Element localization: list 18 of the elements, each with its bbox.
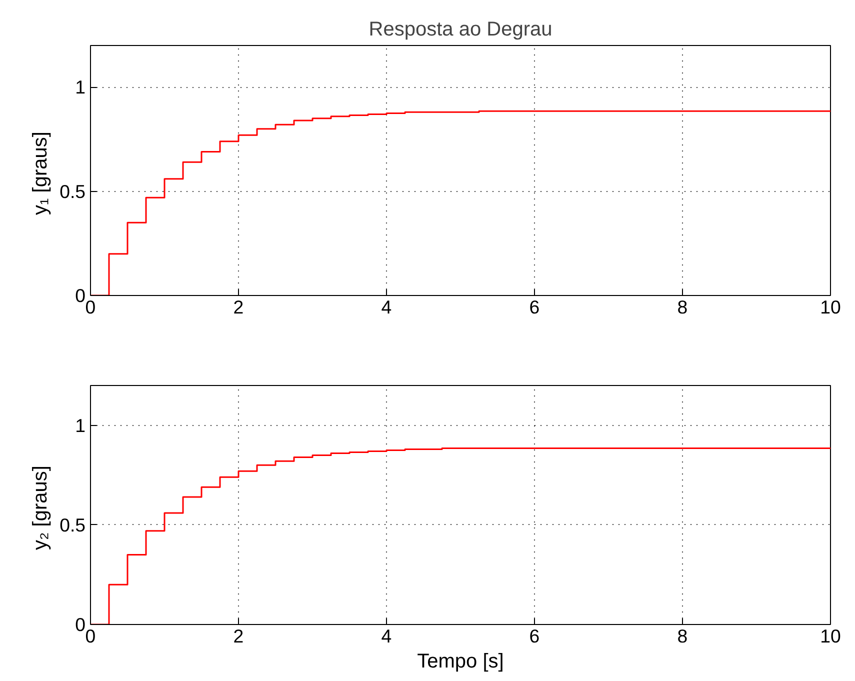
y-axis-title: y₂ [graus] [30, 466, 52, 550]
x-tick-label: 6 [529, 296, 540, 318]
chart-title: Resposta ao Degrau [368, 18, 552, 40]
x-tick-label: 8 [677, 626, 688, 646]
x-tick-label: 2 [233, 296, 244, 318]
y-tick-label: 0.5 [60, 180, 86, 202]
x-tick-label: 4 [381, 626, 392, 646]
x-axis-title: Tempo [s] [417, 650, 504, 672]
x-tick-label: 4 [381, 296, 392, 318]
y-tick-label: 0.5 [60, 514, 86, 536]
y-axis-title: y₁ [graus] [30, 132, 52, 215]
x-tick-label: 6 [529, 626, 540, 646]
x-tick-label: 2 [233, 626, 244, 646]
x-tick-label: 8 [677, 296, 688, 318]
x-tick-label: 10 [820, 626, 841, 646]
x-tick-label: 10 [820, 296, 841, 318]
y-tick-label: 1 [75, 76, 86, 98]
y-tick-label: 1 [75, 414, 86, 436]
